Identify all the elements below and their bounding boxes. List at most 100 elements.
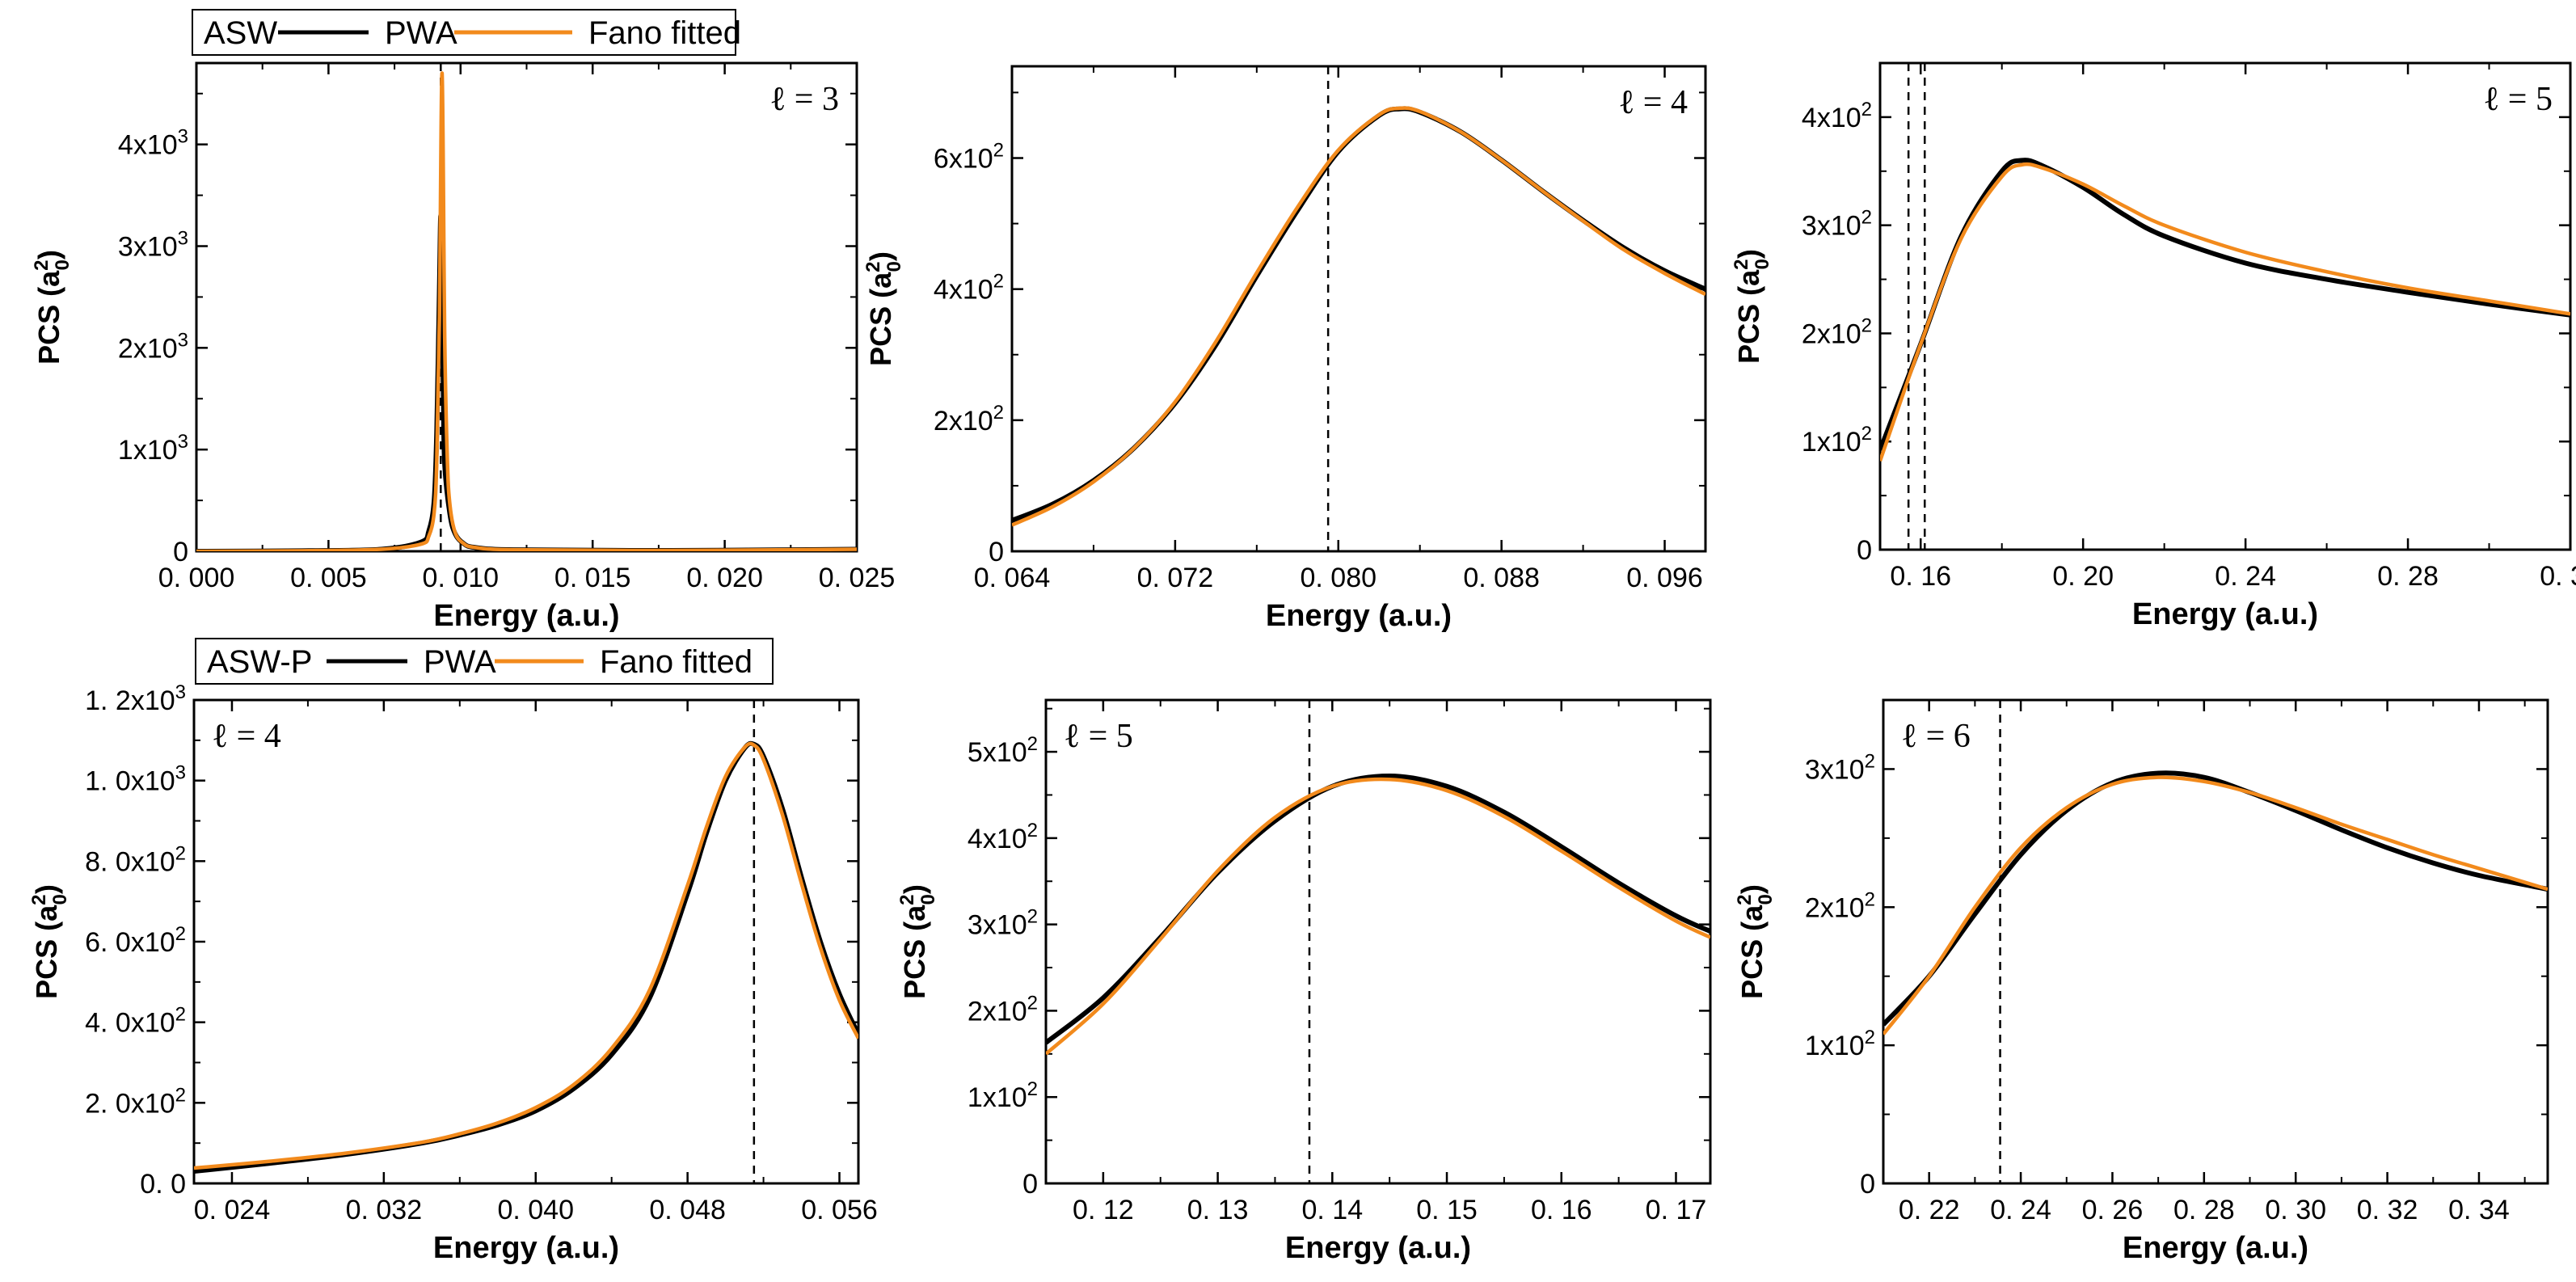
x-tick-label: 0. 015 (554, 563, 631, 593)
x-tick-label: 0. 13 (1187, 1195, 1249, 1225)
legend-top-pwa-label: PWA (385, 15, 457, 51)
y-tick-label: 0 (173, 537, 188, 567)
panel-bottom-left: 0. 024 0. 032 0. 040 0. 048 0. 056 0. 0 2. 0x1… (28, 681, 878, 1265)
x-tick-label: 0. 14 (1301, 1195, 1363, 1225)
x-tick-label: 0. 24 (2215, 561, 2276, 592)
x-axis-title: Energy (a.u.) (2123, 1231, 2308, 1265)
x-tick-label: 0. 32 (2540, 561, 2576, 592)
series-fano-line (1046, 777, 1710, 1056)
y-tick-label: 2x102 (1805, 888, 1875, 923)
y-tick-label: 5x102 (968, 733, 1038, 768)
y-tick-label: 6x102 (934, 140, 1004, 175)
y-tick-label: 6. 0x102 (85, 923, 186, 958)
x-tick-label: 0. 17 (1646, 1195, 1707, 1225)
y-tick-label: 0. 0 (140, 1169, 186, 1200)
series-fano-line (1883, 775, 2548, 1035)
x-tick-label: 0. 048 (649, 1195, 726, 1225)
x-tick-label: 0. 056 (801, 1195, 878, 1225)
y-tick-label: 2x102 (934, 402, 1004, 436)
x-tick-label: 0. 064 (974, 563, 1051, 593)
x-tick-label: 0. 26 (2082, 1195, 2144, 1225)
x-tick-label: 0. 28 (2377, 561, 2439, 592)
y-axis-title: PCS (a20) (28, 884, 71, 999)
x-tick-label: 0. 28 (2173, 1195, 2235, 1225)
y-tick-label: 3x102 (1805, 750, 1875, 785)
y-tick-label: 1x102 (1802, 423, 1872, 458)
legend-top-fano-label: Fano fitted (588, 15, 741, 51)
y-tick-label: 1x102 (1805, 1027, 1875, 1061)
x-tick-label: 0. 20 (2052, 561, 2114, 592)
y-tick-label: 1. 0x103 (85, 762, 186, 797)
y-axis-title: PCS (a20) (896, 884, 939, 999)
x-tick-label: 0. 072 (1137, 563, 1214, 593)
y-tick-label: 4x102 (1802, 99, 1872, 133)
x-tick-label: 0. 040 (497, 1195, 574, 1225)
y-tick-label: 3x102 (968, 906, 1038, 941)
panel-annotation: ℓ = 3 (769, 81, 839, 118)
panel-bottom-right: 0. 22 0. 24 0. 26 0. 28 0. 30 0. 32 0. 34 0 1x10… (1734, 698, 2549, 1265)
x-axis-title: Energy (a.u.) (433, 599, 619, 633)
legend-bottom-group-label: ASW-P (207, 644, 312, 680)
y-tick-label: 3x102 (1802, 207, 1872, 242)
x-tick-label: 0. 025 (819, 563, 896, 593)
y-tick-label: 0 (1857, 535, 1872, 566)
y-tick-label: 8. 0x102 (85, 842, 186, 877)
y-tick-label: 0 (1022, 1169, 1038, 1200)
panel-annotation: ℓ = 4 (1618, 84, 1688, 121)
y-tick-label: 4x102 (968, 820, 1038, 854)
y-tick-label: 1x103 (118, 431, 188, 466)
panel-top-right: 0. 16 0. 20 0. 24 0. 28 0. 32 0 1x102 2x102 3x10… (1731, 61, 2576, 631)
series-pwa-line (1883, 770, 2548, 1027)
plot-frame (1882, 698, 2549, 1185)
x-tick-label: 0. 34 (2448, 1195, 2510, 1225)
x-tick-label: 0. 30 (2265, 1195, 2326, 1225)
y-tick-label: 1x102 (968, 1078, 1038, 1113)
legend-top: ASW PWA Fano fitted (192, 9, 741, 56)
y-axis-title: PCS (a20) (1734, 884, 1777, 999)
series-fano-line (194, 741, 858, 1170)
x-tick-label: 0. 010 (423, 563, 500, 593)
plot-frame (1044, 698, 1712, 1185)
x-tick-label: 0. 24 (1990, 1195, 2051, 1225)
y-axis-title: PCS (a20) (1731, 249, 1773, 364)
x-tick-label: 0. 16 (1890, 561, 1951, 592)
x-tick-label: 0. 005 (290, 563, 367, 593)
y-tick-label: 3x103 (118, 228, 188, 263)
series-fano-line (1012, 106, 1705, 527)
y-tick-label: 0 (989, 537, 1004, 567)
y-tick-label: 4x102 (934, 271, 1004, 306)
y-tick-label: 4. 0x102 (85, 1004, 186, 1039)
panel-top-middle: 0. 064 0. 072 0. 080 0. 088 0. 096 0 2x102 4x10… (862, 65, 1707, 633)
y-tick-label: 2x102 (968, 992, 1038, 1027)
x-tick-label: 0. 032 (346, 1195, 423, 1225)
x-tick-label: 0. 020 (686, 563, 763, 593)
y-tick-label: 2. 0x102 (85, 1084, 186, 1119)
x-axis-title: Energy (a.u.) (1266, 599, 1452, 633)
x-tick-label: 0. 15 (1416, 1195, 1478, 1225)
panel-bottom-middle: 0. 12 0. 13 0. 14 0. 15 0. 16 0. 17 0 1x102 2x10… (896, 698, 1712, 1265)
x-axis-title: Energy (a.u.) (2132, 597, 2318, 631)
x-axis-title: Energy (a.u.) (1285, 1231, 1471, 1265)
y-tick-label: 4x103 (118, 126, 188, 161)
plot-frame (1010, 65, 1707, 553)
y-tick-label: 0 (1860, 1169, 1875, 1200)
panel-annotation: ℓ = 4 (212, 718, 281, 755)
legend-bottom-fano-label: Fano fitted (600, 644, 753, 680)
y-tick-label: 2x103 (118, 329, 188, 364)
x-tick-label: 0. 12 (1073, 1195, 1134, 1225)
legend-top-group-label: ASW (204, 15, 277, 51)
series-fano-line (1880, 162, 2570, 462)
series-fano-line (196, 71, 857, 551)
x-axis-title: Energy (a.u.) (433, 1231, 619, 1265)
x-tick-label: 0. 024 (194, 1195, 271, 1225)
legend-bottom: ASW-P PWA Fano fitted (195, 638, 774, 685)
panel-annotation: ℓ = 5 (1064, 718, 1133, 755)
panel-annotation: ℓ = 6 (1901, 718, 1971, 755)
legend-bottom-pwa-label: PWA (424, 644, 496, 680)
x-tick-label: 0. 32 (2357, 1195, 2418, 1225)
y-tick-label: 2x102 (1802, 314, 1872, 349)
y-tick-label: 1. 2x103 (85, 681, 186, 716)
x-tick-label: 0. 000 (158, 563, 235, 593)
x-tick-label: 0. 088 (1463, 563, 1540, 593)
